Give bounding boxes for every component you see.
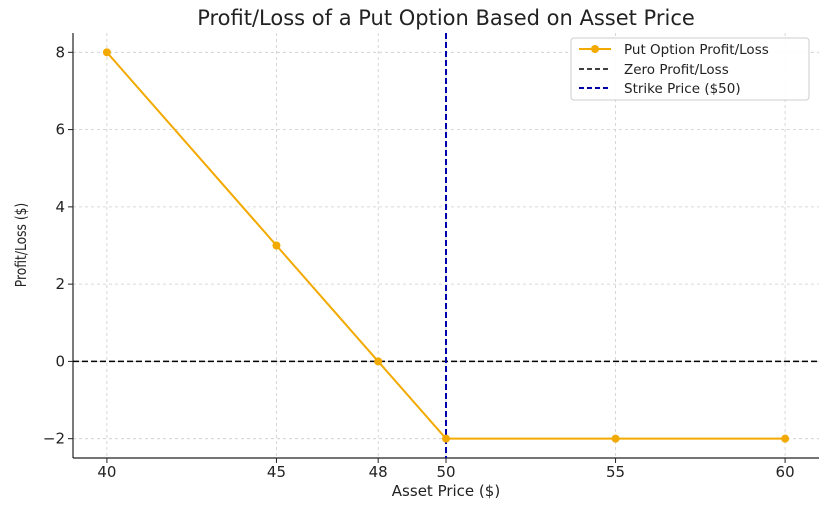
y-tick-label: 4 (55, 198, 65, 216)
reference-lines (73, 33, 819, 458)
axes (68, 33, 819, 463)
legend-swatch-put-marker (591, 45, 599, 53)
y-axis-label: Profit/Loss ($) (13, 203, 30, 287)
data-point (272, 241, 281, 250)
legend-label-strike: Strike Price ($50) (624, 81, 741, 97)
x-tick-label: 40 (97, 463, 116, 481)
data-point (374, 357, 383, 366)
series-layer (102, 48, 790, 443)
y-tick-label: −2 (43, 430, 65, 448)
x-tick-label: 50 (436, 463, 455, 481)
legend-box (570, 37, 810, 101)
x-tick-label: 48 (369, 463, 388, 481)
x-tick-label: 60 (776, 463, 795, 481)
x-axis-label: Asset Price ($) (392, 482, 500, 500)
y-tick-label: 6 (55, 121, 65, 139)
x-tick-label: 45 (267, 463, 286, 481)
data-point (611, 434, 620, 443)
y-tick-label: 2 (55, 275, 65, 293)
chart-title: Profit/Loss of a Put Option Based on Ass… (197, 6, 695, 30)
y-tick-label: 0 (55, 352, 65, 370)
legend: Put Option Profit/Loss Zero Profit/Loss … (570, 37, 810, 101)
legend-label-zero: Zero Profit/Loss (624, 62, 729, 78)
data-point (781, 434, 790, 443)
tick-labels: 40 45 48 50 55 60 −2 0 2 4 6 8 (43, 43, 795, 481)
data-point (102, 48, 111, 57)
y-tick-label: 8 (55, 43, 65, 61)
legend-label-put: Put Option Profit/Loss (624, 42, 769, 58)
put-profit-line (106, 51, 786, 440)
data-point (442, 434, 450, 443)
x-tick-label: 55 (606, 463, 625, 481)
